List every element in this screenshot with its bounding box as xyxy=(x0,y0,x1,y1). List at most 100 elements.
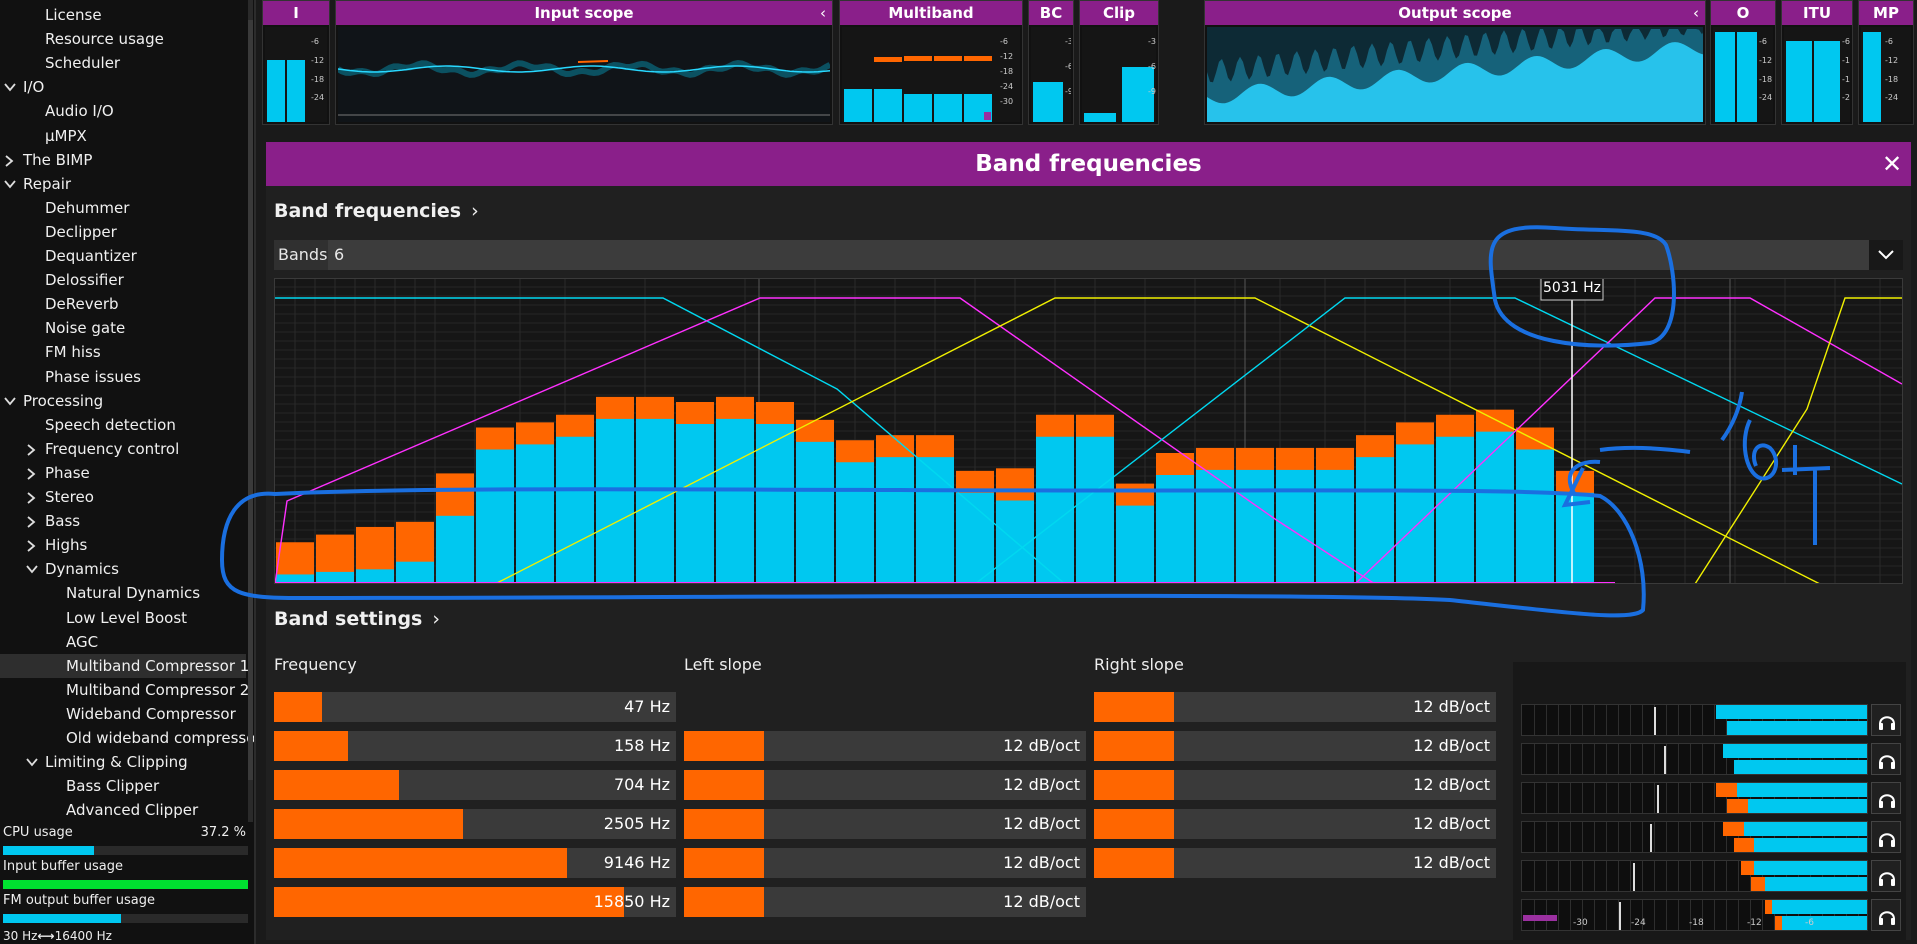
chevron-down-icon[interactable] xyxy=(2,75,16,99)
band-settings-header[interactable]: Band settings › xyxy=(274,608,440,630)
chevron-down-icon[interactable] xyxy=(2,172,16,196)
sidebar-item-processing[interactable]: Processing xyxy=(0,389,246,413)
sidebar-item-resource-usage[interactable]: Resource usage xyxy=(0,27,246,51)
sidebar-item-dequantizer[interactable]: Dequantizer xyxy=(0,244,246,268)
output-scope-panel[interactable]: Output scope ‹ xyxy=(1204,0,1706,125)
sidebar-item-audio-i-o[interactable]: Audio I/O xyxy=(0,99,246,123)
frequency-slider[interactable]: 47 Hz xyxy=(274,692,676,722)
headphones-icon[interactable] xyxy=(1871,821,1901,853)
sidebar-item-repair[interactable]: Repair xyxy=(0,172,246,196)
sidebar-item-highs[interactable]: Highs xyxy=(0,533,246,557)
frequency-slider[interactable]: 9146 Hz xyxy=(274,848,676,878)
chevron-down-icon[interactable] xyxy=(2,389,16,413)
band-curve-3[interactable] xyxy=(494,297,1821,585)
chevron-down-icon[interactable] xyxy=(24,557,38,581)
sidebar-item-noise-gate[interactable]: Noise gate xyxy=(0,316,246,340)
frequency-slider[interactable]: 704 Hz xyxy=(274,770,676,800)
band-frequency-plot[interactable]: 5031 Hz xyxy=(274,273,1903,585)
left-slope-slider[interactable]: 12 dB/oct xyxy=(684,809,1086,839)
scrollbar-thumb[interactable] xyxy=(248,20,253,780)
sidebar-item-advanced-clipper[interactable]: Advanced Clipper xyxy=(0,798,246,822)
output-meter-panel[interactable]: O -6 -12 -18 -24 xyxy=(1710,0,1776,125)
bc-meter-panel[interactable]: BC -3 -6 -9 xyxy=(1028,0,1074,125)
sidebar-item-bass-clipper[interactable]: Bass Clipper xyxy=(0,774,246,798)
meter-grid xyxy=(1822,900,1823,930)
right-slope-slider[interactable]: 12 dB/oct xyxy=(1094,692,1496,722)
sidebar-item-wideband-compressor[interactable]: Wideband Compressor xyxy=(0,702,246,726)
band-frequency-graph[interactable]: 5031 Hz xyxy=(274,273,1903,585)
band-curve-6[interactable] xyxy=(1694,297,1902,585)
sidebar-item-phase-issues[interactable]: Phase issues xyxy=(0,365,246,389)
chevron-right-icon[interactable] xyxy=(2,148,16,172)
clip-meter-panel[interactable]: Clip -3 -6 -9 xyxy=(1079,0,1159,125)
itu-meter-panel[interactable]: ITU -6 -12 -18 -24 xyxy=(1781,0,1853,125)
headphones-icon[interactable] xyxy=(1871,860,1901,892)
band-curve-4[interactable] xyxy=(974,297,1903,585)
headphones-icon[interactable] xyxy=(1871,743,1901,775)
dropdown-chevron-icon[interactable] xyxy=(1869,240,1903,270)
right-slope-slider[interactable]: 12 dB/oct xyxy=(1094,809,1496,839)
chevron-right-icon[interactable] xyxy=(24,437,38,461)
sidebar-item-delossifier[interactable]: Delossifier xyxy=(0,268,246,292)
frequency-slider[interactable]: 15850 Hz xyxy=(274,887,676,917)
input-scope-panel[interactable]: Input scope ‹ xyxy=(335,0,833,125)
sidebar-item-limiting-clipping[interactable]: Limiting & Clipping xyxy=(0,750,246,774)
close-icon[interactable]: ✕ xyxy=(1881,150,1903,178)
sidebar-item-scheduler[interactable]: Scheduler xyxy=(0,51,246,75)
headphones-icon[interactable] xyxy=(1871,704,1901,736)
sidebar-item-low-level-boost[interactable]: Low Level Boost xyxy=(0,606,246,630)
sidebar-item-license[interactable]: License xyxy=(0,3,246,27)
frequency-slider[interactable]: 158 Hz xyxy=(274,731,676,761)
sidebar-item-fm-hiss[interactable]: FM hiss xyxy=(0,340,246,364)
sidebar-item-the-bimp[interactable]: The BIMP xyxy=(0,148,246,172)
level-bar xyxy=(1863,31,1881,122)
collapse-chevron-icon[interactable]: ‹ xyxy=(820,4,826,22)
headphones-icon[interactable] xyxy=(1871,782,1901,814)
sidebar-item-multiband-compressor-2[interactable]: Multiband Compressor 2 xyxy=(0,678,249,702)
sidebar-item-old-wideband-compressor[interactable]: Old wideband compressor xyxy=(0,726,254,750)
peak-marker xyxy=(1619,902,1622,930)
right-slope-slider[interactable]: 12 dB/oct xyxy=(1094,848,1496,878)
chevron-down-icon[interactable] xyxy=(24,750,38,774)
band-curve-5[interactable] xyxy=(1354,297,1903,585)
sidebar-item-i-o[interactable]: I/O xyxy=(0,75,246,99)
slider-fill xyxy=(684,809,765,839)
sidebar-item-label: Frequency control xyxy=(45,439,180,458)
chevron-right-icon[interactable] xyxy=(24,485,38,509)
sidebar-item-dynamics[interactable]: Dynamics xyxy=(0,557,246,581)
sidebar-item-dehummer[interactable]: Dehummer xyxy=(0,196,246,220)
sidebar-item-natural-dynamics[interactable]: Natural Dynamics xyxy=(0,581,246,605)
left-slope-slider[interactable]: 12 dB/oct xyxy=(684,770,1086,800)
sidebar-item-phase[interactable]: Phase xyxy=(0,461,246,485)
meter-grid xyxy=(1654,744,1655,774)
input-meter-panel[interactable]: I -6 -12 -18 -24 xyxy=(262,0,330,125)
left-slope-slider[interactable]: 12 dB/oct xyxy=(684,731,1086,761)
sidebar-item-mpx[interactable]: µMPX xyxy=(0,124,246,148)
sidebar-item-bass[interactable]: Bass xyxy=(0,509,246,533)
right-slope-slider[interactable]: 12 dB/oct xyxy=(1094,770,1496,800)
left-slope-slider[interactable]: 12 dB/oct xyxy=(684,887,1086,917)
collapse-chevron-icon[interactable]: ‹ xyxy=(1693,4,1699,22)
sidebar-item-speech-detection[interactable]: Speech detection xyxy=(0,413,246,437)
sidebar-item-dereverb[interactable]: DeReverb xyxy=(0,292,246,316)
mp-meter-panel[interactable]: MP -6 -12 -18 -24 xyxy=(1858,0,1914,125)
headphones-icon[interactable] xyxy=(1871,899,1901,931)
chevron-right-icon[interactable] xyxy=(24,533,38,557)
meter-grid xyxy=(1774,822,1775,852)
sidebar-item-multiband-compressor-1[interactable]: Multiband Compressor 1 xyxy=(0,653,249,678)
bands-select[interactable]: Bands 6 xyxy=(274,240,1903,270)
band-curve-1[interactable] xyxy=(275,297,1066,585)
chevron-right-icon[interactable] xyxy=(24,461,38,485)
sidebar-item-agc[interactable]: AGC xyxy=(0,630,246,654)
right-slope-slider[interactable]: 12 dB/oct xyxy=(1094,731,1496,761)
frequency-slider[interactable]: 2505 Hz xyxy=(274,809,676,839)
sidebar-scrollbar[interactable] xyxy=(248,0,253,822)
left-slope-slider[interactable]: 12 dB/oct xyxy=(684,848,1086,878)
meter-grid xyxy=(1786,705,1787,735)
sidebar-item-frequency-control[interactable]: Frequency control xyxy=(0,437,246,461)
sidebar-item-stereo[interactable]: Stereo xyxy=(0,485,246,509)
band-frequencies-header[interactable]: Band frequencies › xyxy=(274,200,479,222)
chevron-right-icon[interactable] xyxy=(24,509,38,533)
sidebar-item-declipper[interactable]: Declipper xyxy=(0,220,246,244)
multiband-meter-panel[interactable]: Multiband -6 -12 -18 -24 -30 xyxy=(839,0,1023,125)
